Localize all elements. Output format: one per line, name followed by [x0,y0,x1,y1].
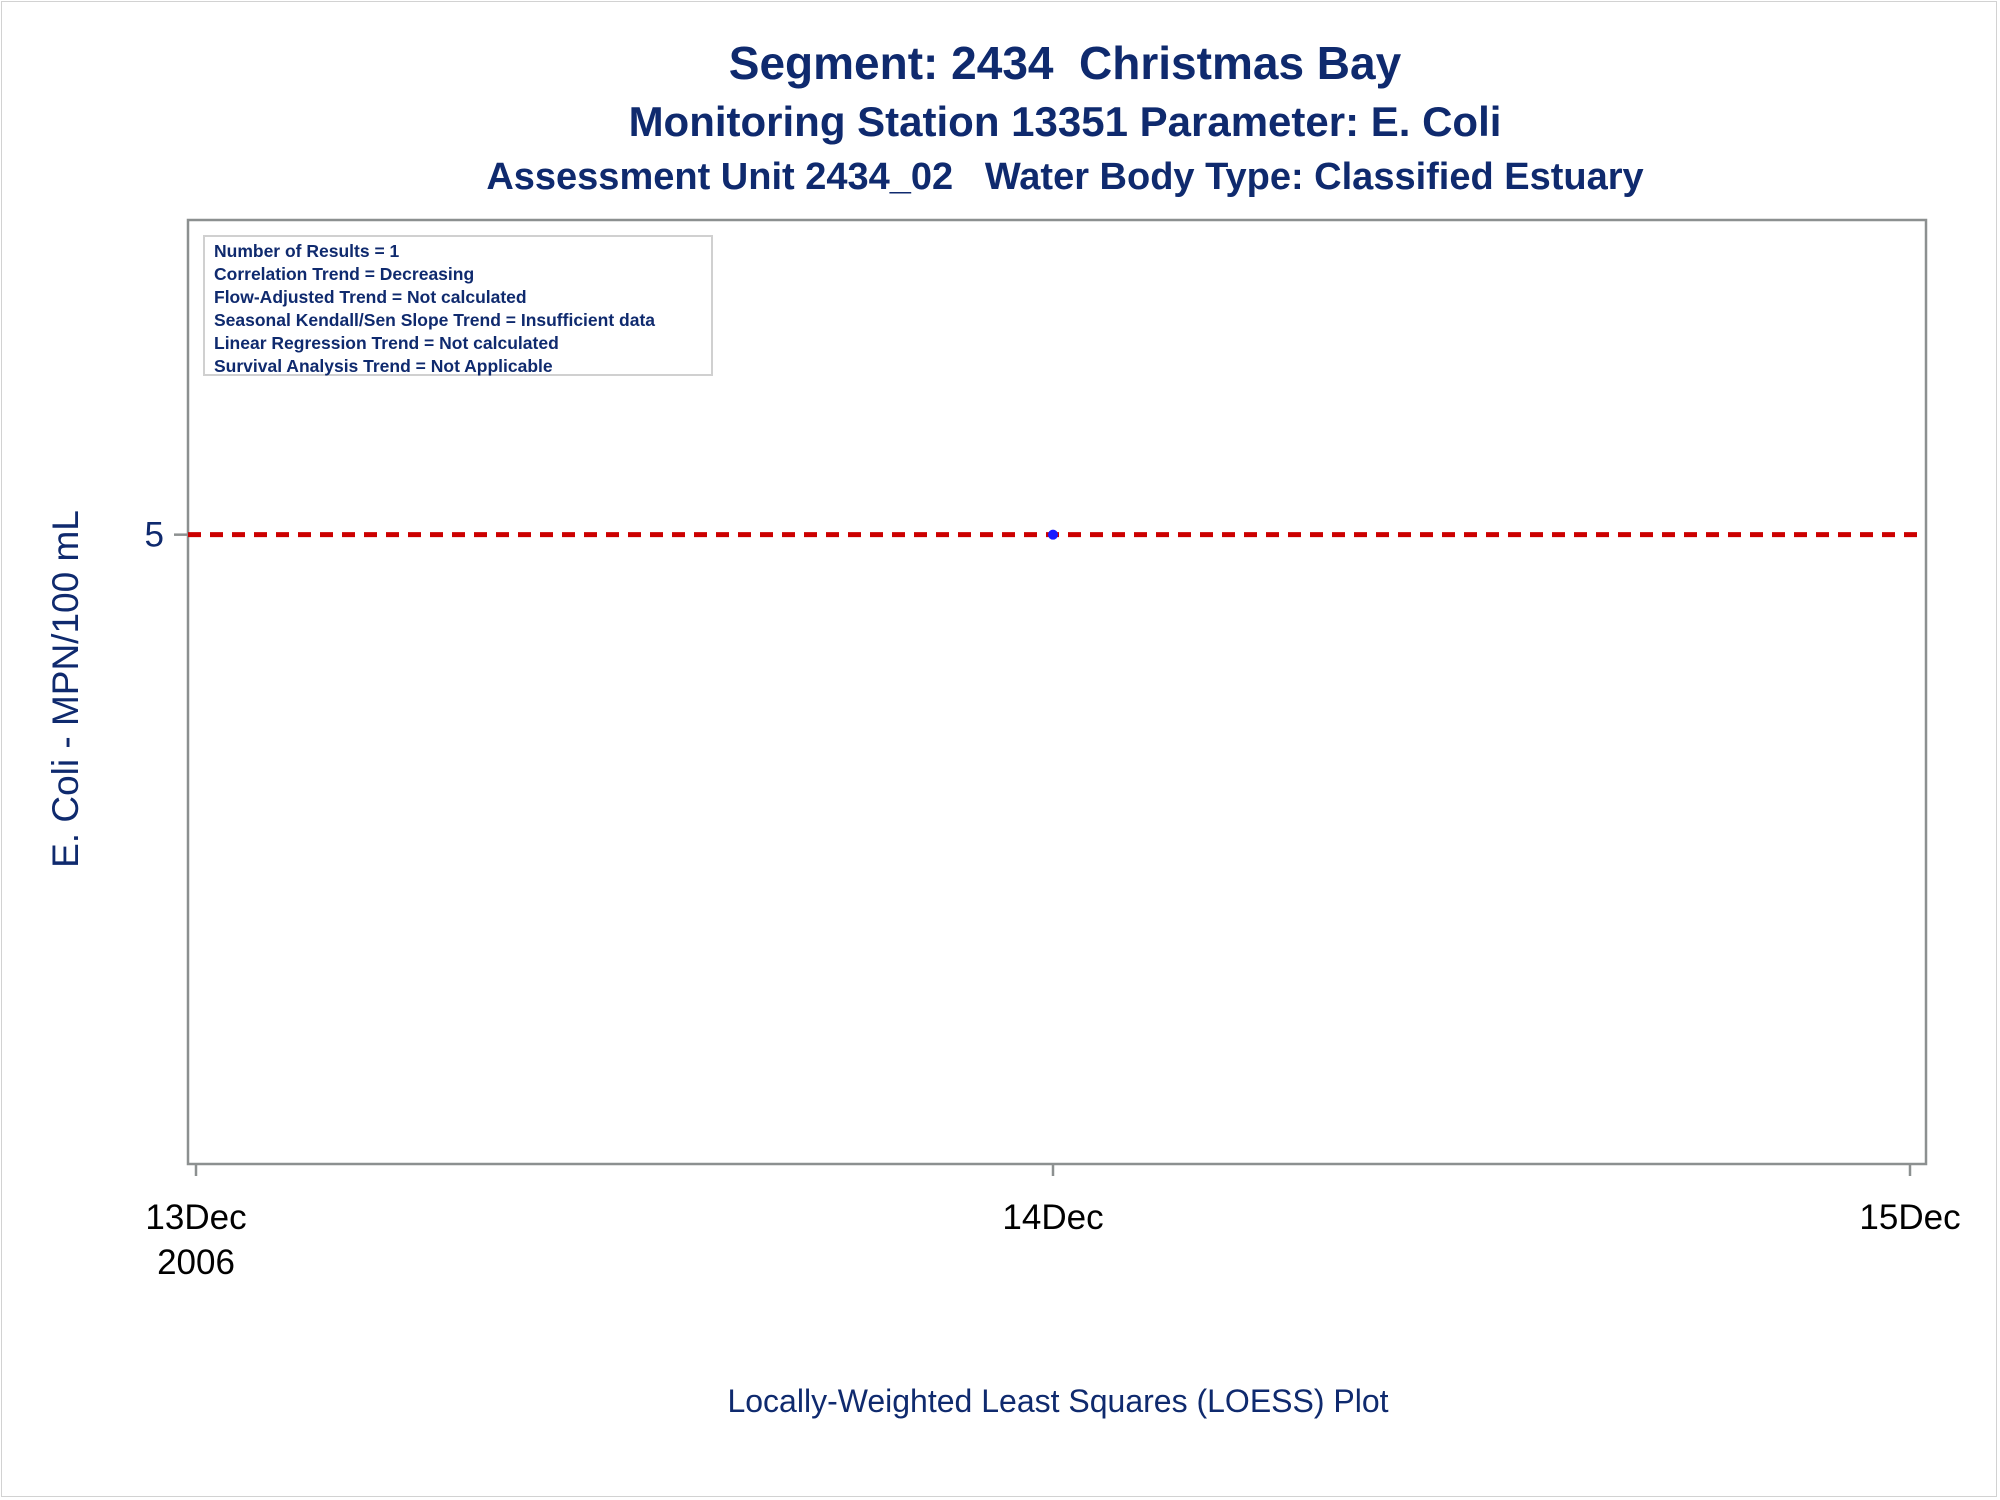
chart-subtitle-station: Monitoring Station 13351 Parameter: E. C… [628,98,1502,145]
x-tick-label: 14Dec [1002,1198,1103,1237]
x-tick-label: 13Dec [145,1198,246,1237]
y-tick-label: 5 [145,516,164,555]
trend-stat-line: Correlation Trend = Decreasing [214,264,475,284]
y-axis-label: E. Coli - MPN/100 mL [45,510,86,868]
trend-stat-line: Seasonal Kendall/Sen Slope Trend = Insuf… [214,310,656,330]
x-tick-label: 15Dec [1859,1198,1960,1237]
plot-area [186,218,1928,1166]
chart-subtitle-assessment: Assessment Unit 2434_02 Water Body Type:… [486,156,1644,198]
x-tick-sublabel: 2006 [157,1243,235,1282]
trend-stat-line: Number of Results = 1 [214,241,400,261]
trend-stat-line: Survival Analysis Trend = Not Applicable [214,356,553,376]
x-axis-label: Locally-Weighted Least Squares (LOESS) P… [727,1383,1388,1419]
trend-statistics-box: Number of Results = 1 Correlation Trend =… [203,235,713,376]
trend-stat-line: Linear Regression Trend = Not calculated [214,333,559,353]
trend-stat-line: Flow-Adjusted Trend = Not calculated [214,287,527,307]
chart-title: Segment: 2434 Christmas Bay [728,37,1402,89]
data-point [1048,529,1058,540]
